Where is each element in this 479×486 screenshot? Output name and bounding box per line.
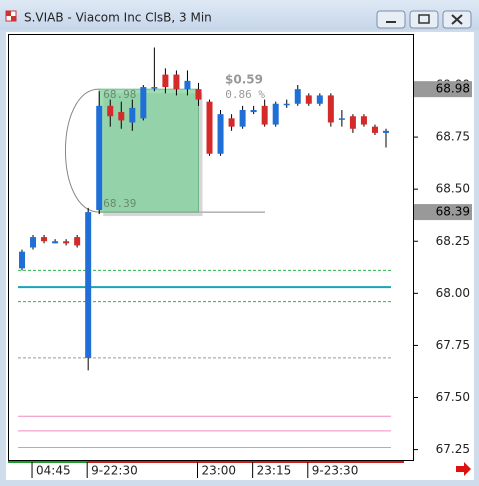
y-tick-label: 68.00 <box>436 286 470 300</box>
window-title: S.VIAB - Viacom Inc ClsB, 3 Min <box>24 11 212 25</box>
candle-body <box>261 105 268 125</box>
candle-body <box>338 118 345 120</box>
time-axis <box>8 462 404 478</box>
y-tick-label: 67.75 <box>436 338 470 352</box>
x-tick-label: 04:45 <box>36 464 71 478</box>
candle-body <box>162 74 169 88</box>
candle-body <box>52 241 59 244</box>
candle-body <box>206 101 213 154</box>
candle-body <box>272 103 279 125</box>
candle-body <box>294 89 301 104</box>
candle-body <box>96 105 103 210</box>
candle-body <box>151 87 158 89</box>
candle-body <box>239 110 246 127</box>
x-tick-label: 9-22:30 <box>91 464 138 478</box>
price-marker-label: 68.39 <box>436 205 470 219</box>
candle-body <box>63 241 70 244</box>
price-marker <box>414 204 472 221</box>
price-marker <box>414 81 472 98</box>
candle-body <box>250 110 257 113</box>
y-tick-label: 67.25 <box>436 442 470 456</box>
y-tick-label: 68.50 <box>436 182 470 196</box>
candle-body <box>129 107 136 123</box>
candle-body <box>184 80 191 90</box>
candle-body <box>383 130 389 133</box>
scroll-arrow[interactable] <box>456 462 471 476</box>
candle-body <box>19 251 25 269</box>
candle-body <box>118 112 125 121</box>
app-icon <box>5 10 17 22</box>
measure-to-label: 68.98 <box>103 88 136 101</box>
measure-from-label: 68.39 <box>103 197 136 210</box>
price-marker-label: 68.98 <box>436 82 470 96</box>
candle-body <box>217 114 224 154</box>
measure-percent: 0.86 % <box>225 88 265 101</box>
y-tick-label: 67.50 <box>436 390 470 404</box>
candle-body <box>316 95 323 104</box>
candle-body <box>107 105 114 117</box>
candle-body <box>30 237 37 248</box>
candle-body <box>360 116 367 125</box>
candle-body <box>85 212 92 358</box>
measure-box <box>98 88 199 213</box>
measure-arc <box>65 88 100 213</box>
candle-body <box>173 74 180 90</box>
minimize-button[interactable] <box>376 10 406 29</box>
y-tick-label: 68.25 <box>436 234 470 248</box>
plot-area <box>8 34 414 461</box>
candle-body <box>305 95 312 104</box>
x-tick-label: 9-23:30 <box>312 464 359 478</box>
measure-change: $0.59 <box>225 73 263 87</box>
candle-body <box>349 116 356 129</box>
candle-body <box>41 237 48 242</box>
close-button[interactable] <box>442 10 472 29</box>
candle-body <box>371 126 378 133</box>
candle-body <box>228 118 235 127</box>
y-tick-label: 68.75 <box>436 130 470 144</box>
candle-body <box>195 89 202 100</box>
x-tick-label: 23:15 <box>257 464 292 478</box>
candle-body <box>327 95 334 123</box>
maximize-button[interactable] <box>409 10 439 29</box>
candle-body <box>140 87 147 119</box>
candle-body <box>283 103 290 106</box>
x-tick-label: 23:00 <box>201 464 236 478</box>
candle-body <box>74 237 81 246</box>
